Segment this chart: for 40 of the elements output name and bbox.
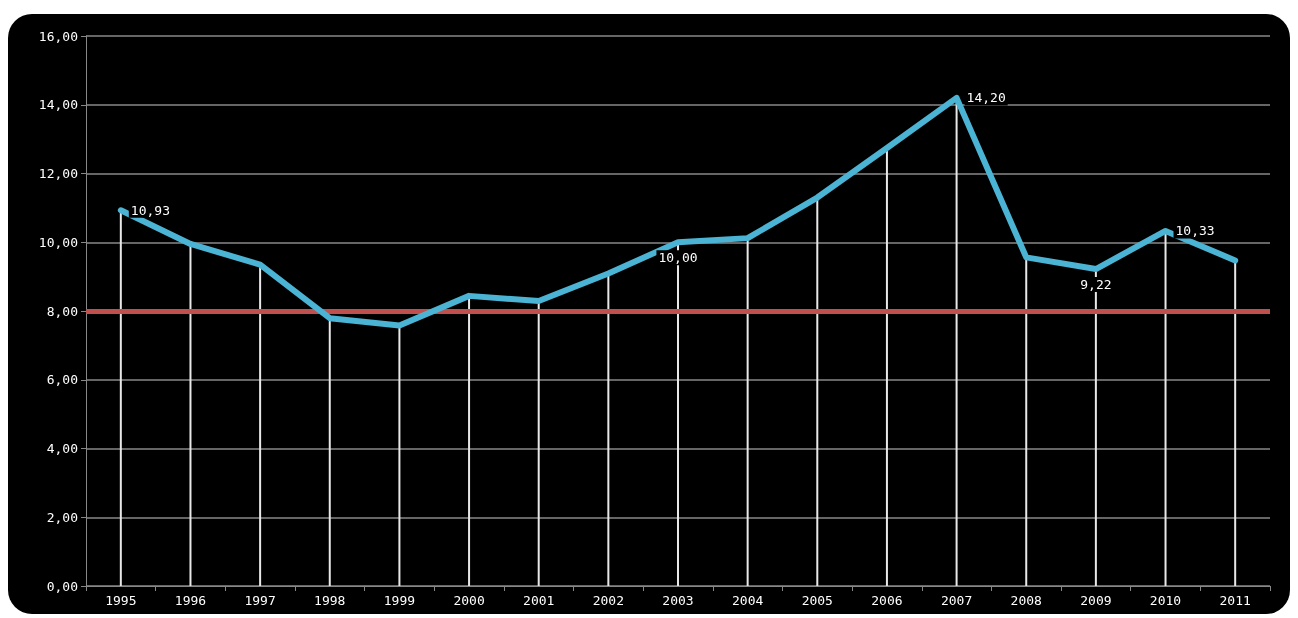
bar (119, 210, 122, 586)
data-label: 14,20 (966, 90, 1006, 106)
x-tick-label: 2004 (731, 593, 764, 608)
y-tick-label: 2,00 (46, 509, 78, 525)
x-tick-label: 2000 (453, 593, 485, 608)
data-label: 10,00 (658, 250, 698, 266)
y-tick-label: 4,00 (46, 441, 78, 456)
bar (1234, 260, 1237, 586)
bar (1025, 257, 1028, 586)
x-tick-label: 2008 (1010, 593, 1042, 608)
bar (537, 301, 540, 586)
bar (677, 242, 679, 586)
bar (328, 318, 331, 586)
y-tick-label: 6,00 (46, 372, 78, 388)
data-label: 10,93 (130, 202, 170, 218)
x-tick-label: 1997 (244, 593, 276, 608)
data-label: 9,22 (1080, 277, 1112, 293)
bar (746, 238, 749, 586)
x-tick-label: 2002 (592, 593, 625, 608)
x-tick-label: 1996 (174, 593, 207, 608)
x-tick-label: 2010 (1149, 593, 1182, 608)
x-tick-label: 1995 (105, 593, 137, 608)
data-label: 10,33 (1175, 223, 1215, 239)
x-tick-label: 2001 (523, 593, 555, 608)
bar (885, 148, 888, 586)
x-tick-label: 2003 (662, 593, 694, 608)
x-tick-label: 1999 (383, 593, 416, 608)
x-tick-label: 2011 (1219, 593, 1251, 608)
x-tick-label: 1998 (314, 593, 346, 608)
x-tick-label: 2007 (940, 593, 973, 608)
y-tick-label: 14,00 (38, 97, 78, 113)
y-tick-label: 12,00 (38, 166, 78, 181)
x-tick-label: 2006 (871, 593, 903, 608)
y-tick-label: 16,00 (38, 28, 78, 44)
x-tick-label: 2005 (801, 593, 833, 608)
y-tick-label: 0,00 (46, 578, 78, 594)
x-tick-label: 2009 (1080, 593, 1112, 608)
y-tick-label: 8,00 (46, 303, 78, 319)
bar (398, 325, 401, 586)
y-tick-label: 10,00 (38, 234, 78, 250)
